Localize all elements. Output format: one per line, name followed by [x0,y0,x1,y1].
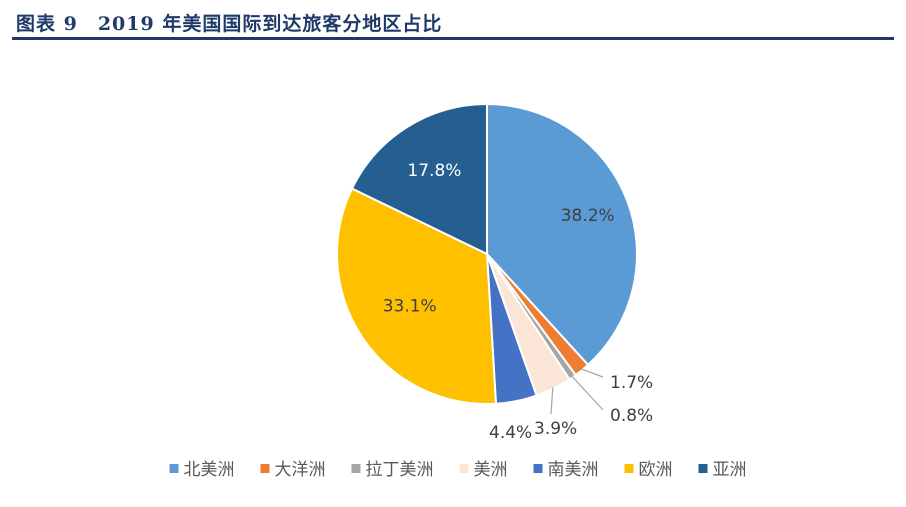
legend-swatch-2 [260,464,270,473]
legend-swatch-1 [169,464,179,473]
legend-swatch-4 [459,464,469,473]
legend-label-4: 美洲 [474,460,508,480]
legend-label-3: 拉丁美洲 [366,460,434,480]
legend-label-1: 北美洲 [184,460,235,480]
slice-6-wedge [336,187,498,405]
slice-6-value-label: 33.1% [383,297,437,317]
leader-lines [550,368,604,415]
legend-swatch-7 [698,464,708,473]
legend-label-5: 南美洲 [548,460,599,480]
slice-2-value-label: 1.7% [610,373,653,393]
legend-label-6: 欧洲 [639,460,673,480]
legend-label-7: 亚洲 [713,460,747,480]
figure-header: 图表 9 2019 年美国国际到达旅客分地区占比 [12,0,894,40]
legend-swatch-5 [533,464,543,473]
slice-2-leader-line [580,368,604,378]
slice-7-value-label: 17.8% [407,161,461,181]
slice-4-leader-line [550,387,554,415]
legend-swatch-3 [351,464,361,473]
chart-legend: 北美洲 大洋洲 拉丁美洲 美洲 南美洲 欧洲 亚洲 [169,460,747,480]
legend-label-2: 大洋洲 [275,460,326,480]
figure-title: 图表 9 2019 年美国国际到达旅客分地区占比 [16,13,443,35]
slice-4-value-label: 3.9% [534,419,577,439]
slice-1-value-label: 38.2% [561,206,615,226]
slice-1-wedge [486,102,638,367]
slice-3-leader-line [571,375,604,411]
data-labels: 38.2% 1.7% 0.8% 3.9%4.4% 33.1% 17.8% [383,161,654,443]
pie-slices [336,102,638,405]
legend-swatch-6 [624,464,634,473]
slice-7-wedge [350,102,488,256]
slice-3-value-label: 0.8% [610,406,653,426]
slice-5-value-label: 4.4% [489,423,532,443]
